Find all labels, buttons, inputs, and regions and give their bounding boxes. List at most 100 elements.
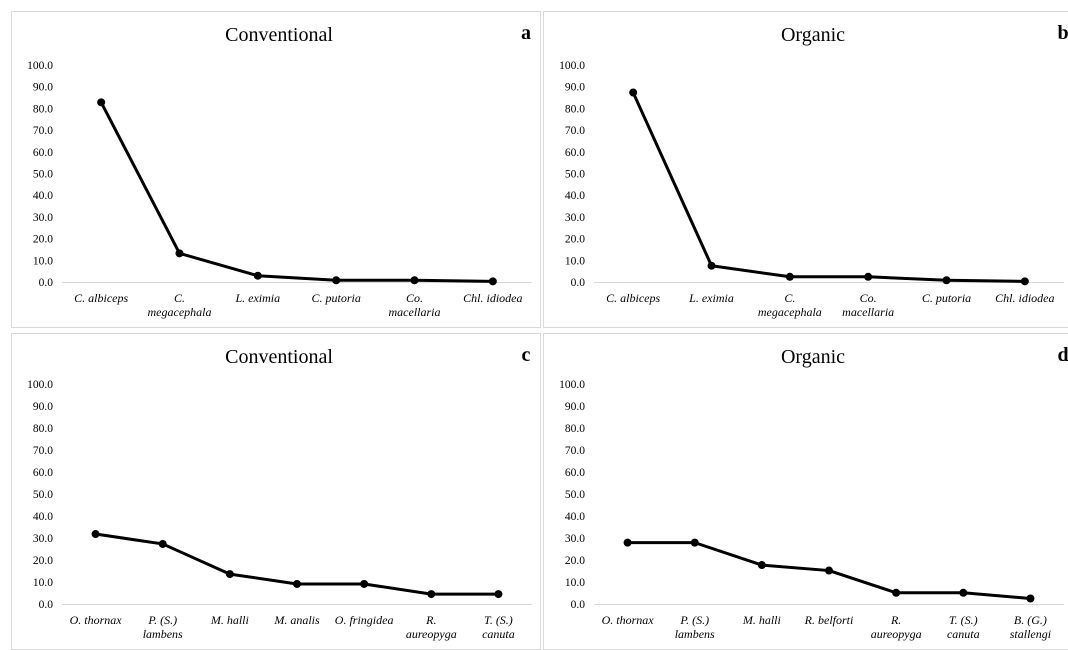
data-point [623,538,632,547]
data-point [332,276,341,285]
data-point [864,272,873,281]
data-point [785,272,794,281]
y-tick-label: 70.0 [33,125,53,137]
data-point [158,539,167,548]
y-tick-label: 0.0 [39,599,54,611]
data-point [293,579,301,588]
y-tick-label: 60.0 [33,147,53,159]
x-tick-label: C. albiceps [74,291,128,305]
x-tick-label: R. [425,613,436,627]
y-tick-label: 10.0 [33,577,53,589]
chart-svg: Conventional c 0.0 10.0 20.0 30.0 40.0 50.0 60.0… [27,344,532,641]
x-tick-label: O. fringidea [335,613,394,627]
chart-svg: Organic b 0.0 10.0 20.0 30.0 40.0 50.0 60.0 70.0 8… [559,22,1068,319]
series-line [99,101,493,283]
series-line [631,91,1025,283]
data-point [488,277,497,286]
y-tick-label: 40.0 [33,190,53,202]
x-tick-label: megacephala [148,305,212,319]
chart-title: Organic [781,24,845,46]
data-point [707,261,716,270]
y-tick-label: 0.0 [39,277,54,289]
data-point [225,570,234,579]
x-tick-label: C. putoria [922,291,971,305]
data-point [97,98,106,107]
chart-panel-d: Organic d 0.0 10.0 20.0 30.0 40.0 50.0 60.0 70.0 8… [543,333,1068,650]
data-point [253,271,262,280]
x-tick-label: M. analis [273,613,320,627]
chart-panel-c: Conventional c 0.0 10.0 20.0 30.0 40.0 50.0 60.0… [11,333,541,650]
x-tick-label: T. (S.) [484,613,513,627]
x-tick-label: C. [784,291,795,305]
y-tick-label: 20.0 [565,234,585,246]
y-tick-label: 30.0 [33,533,53,545]
data-point [690,538,699,547]
x-tick-label: C. putoria [311,291,360,305]
y-tick-label: 20.0 [33,555,53,567]
y-tick-label: 100.0 [27,379,53,391]
data-point [91,530,100,539]
y-tick-label: 10.0 [565,255,585,267]
y-tick-label: 40.0 [565,511,585,523]
chart-title: Conventional [225,24,333,46]
x-tick-label: canuta [947,627,980,641]
chart-panel-a: Conventional a 0.0 10.0 20.0 30.0 40.0 50.0 60.0… [11,11,541,328]
y-tick-label: 60.0 [565,147,585,159]
data-point [427,590,436,599]
y-tick-label: 80.0 [33,103,53,115]
data-point [494,590,503,599]
y-tick-label: 90.0 [33,401,53,413]
x-tick-label: O. thornax [70,613,123,627]
x-tick-label: R. [890,613,901,627]
y-tick-label: 80.0 [565,103,585,115]
x-tick-label: Co. [860,291,877,305]
x-tick-label: M. halli [742,613,781,627]
panel-label: b [1057,22,1068,44]
y-tick-label: 50.0 [565,489,585,501]
chart-panel-b: Organic b 0.0 10.0 20.0 30.0 40.0 50.0 60.0 70.0 8… [543,11,1068,328]
data-point [360,579,369,588]
x-tick-label: aureopyga [871,627,922,641]
y-tick-label: 10.0 [33,255,53,267]
y-tick-label: 0.0 [571,277,586,289]
data-point [1026,594,1035,603]
y-tick-label: 90.0 [33,82,53,94]
y-tick-label: 80.0 [565,423,585,435]
y-tick-label: 70.0 [33,445,53,457]
y-tick-label: 40.0 [33,511,53,523]
y-tick-label: 40.0 [565,190,585,202]
chart-svg: Organic d 0.0 10.0 20.0 30.0 40.0 50.0 60.0 70.0 8… [559,344,1068,641]
x-tick-label: C. [174,291,185,305]
x-tick-label: O. thornax [602,613,655,627]
x-tick-label: T. (S.) [949,613,978,627]
data-point [825,566,833,575]
x-tick-label: canuta [482,627,515,641]
data-point [175,249,184,258]
x-tick-label: stallengi [1010,627,1051,641]
y-tick-label: 50.0 [33,489,53,501]
panel-label: a [521,22,531,44]
x-tick-label: Chl. idiodea [995,291,1054,305]
y-tick-label: 30.0 [33,212,53,224]
data-point [410,276,419,285]
x-tick-label: lambens [675,627,715,641]
x-tick-label: P. (S.) [147,613,177,627]
x-tick-label: Co. [406,291,423,305]
y-tick-label: 50.0 [33,169,53,181]
y-tick-label: 70.0 [565,445,585,457]
data-point [959,588,968,597]
y-tick-label: 60.0 [33,467,53,479]
y-tick-label: 100.0 [559,60,585,72]
x-tick-label: aureopyga [406,627,457,641]
y-tick-label: 30.0 [565,533,585,545]
y-tick-label: 90.0 [565,401,585,413]
chart-title: Organic [781,346,845,368]
chart-title: Conventional [225,346,333,368]
data-point [892,588,901,597]
x-tick-label: Chl. idiodea [463,291,522,305]
x-tick-label: B. (G.) [1014,613,1047,627]
x-tick-label: M. halli [210,613,249,627]
y-tick-label: 0.0 [571,599,586,611]
panel-label: d [1057,344,1068,366]
y-tick-label: 10.0 [565,577,585,589]
